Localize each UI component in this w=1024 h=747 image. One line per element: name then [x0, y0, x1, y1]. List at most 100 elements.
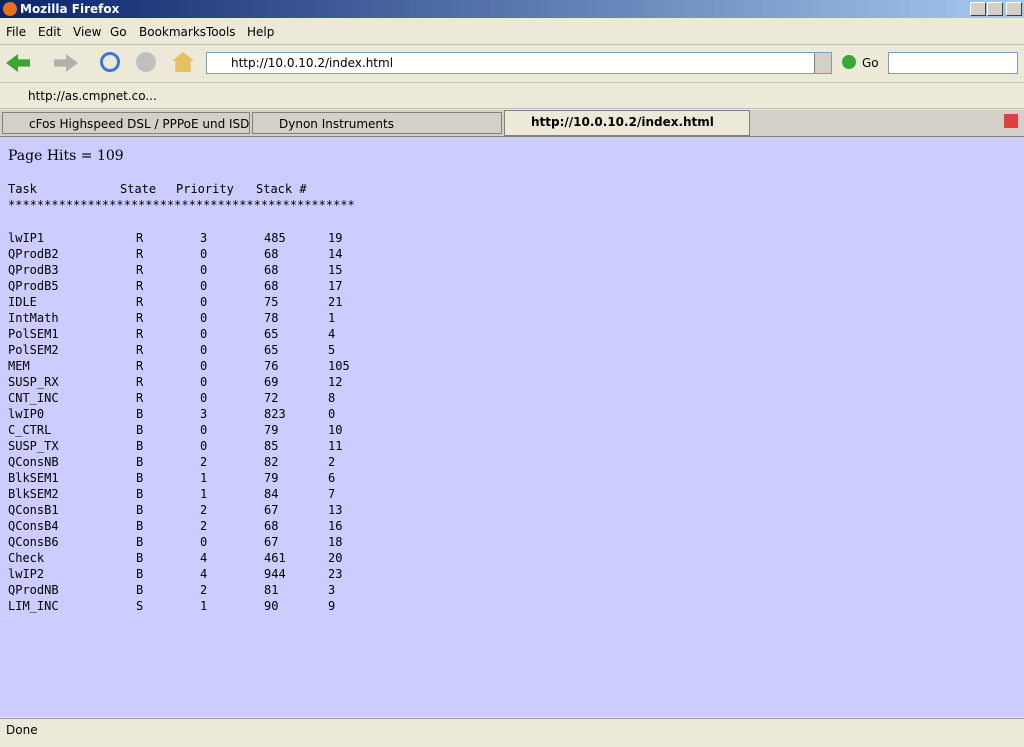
table-cell: R — [136, 231, 144, 245]
table-cell: 0 — [200, 423, 208, 437]
table-cell: 6 — [328, 471, 336, 485]
table-cell: B — [136, 551, 144, 565]
table-cell: 3 — [200, 231, 208, 245]
table-cell: 2 — [200, 503, 208, 517]
table-cell: 79 — [264, 471, 279, 485]
home-button[interactable] — [172, 52, 194, 72]
table-cell: 3 — [328, 583, 336, 597]
url-bar[interactable]: http://10.0.10.2/index.html — [206, 52, 832, 74]
table-cell: 68 — [264, 519, 279, 533]
go-icon[interactable] — [842, 55, 856, 69]
table-cell: LIM_INC — [8, 599, 59, 613]
menu-item[interactable]: View — [73, 25, 102, 39]
table-cell: R — [136, 359, 144, 373]
table-cell: PolSEM2 — [8, 343, 59, 357]
table-cell: 0 — [200, 247, 208, 261]
table-cell: QConsNB — [8, 455, 59, 469]
table-cell: QProdB2 — [8, 247, 59, 261]
menu-item[interactable]: Go — [110, 25, 127, 39]
table-cell: 0 — [200, 311, 208, 325]
table-cell: R — [136, 343, 144, 357]
table-cell: 82 — [264, 455, 279, 469]
column-header: Task — [8, 182, 37, 196]
table-cell: 4 — [200, 551, 208, 565]
close-tab-button[interactable] — [1004, 114, 1018, 128]
stop-button[interactable] — [136, 52, 156, 72]
search-box[interactable] — [888, 52, 1018, 74]
tab[interactable]: Dynon Instruments — [252, 112, 502, 134]
table-cell: 2 — [200, 455, 208, 469]
table-cell: B — [136, 535, 144, 549]
url-dropdown[interactable] — [814, 53, 831, 73]
go-button[interactable]: Go — [862, 56, 879, 70]
bookmarks-toolbar: http://as.cmpnet.co... — [0, 84, 1024, 109]
table-cell: 17 — [328, 279, 343, 293]
table-cell: 485 — [264, 231, 286, 245]
table-cell: BlkSEM2 — [8, 487, 59, 501]
minimize-button[interactable] — [970, 2, 986, 16]
menu-item[interactable]: Help — [247, 25, 275, 39]
table-cell: 0 — [200, 375, 208, 389]
table-cell: 3 — [200, 407, 208, 421]
table-cell: QConsB6 — [8, 535, 59, 549]
table-cell: lwIP1 — [8, 231, 45, 245]
table-cell: 0 — [200, 391, 208, 405]
table-cell: Check — [8, 551, 45, 565]
table-cell: 67 — [264, 535, 279, 549]
table-cell: 105 — [328, 359, 350, 373]
menu-item[interactable]: Edit — [38, 25, 62, 39]
table-cell: 2 — [200, 519, 208, 533]
table-cell: 0 — [200, 263, 208, 277]
table-cell: QProdNB — [8, 583, 59, 597]
menu-item[interactable]: Tools — [206, 25, 236, 39]
menu-item[interactable]: File — [6, 25, 27, 39]
table-cell: 10 — [328, 423, 343, 437]
table-cell: R — [136, 311, 144, 325]
table-cell: B — [136, 455, 144, 469]
url-text: http://10.0.10.2/index.html — [231, 56, 394, 70]
table-cell: 20 — [328, 551, 343, 565]
menu-item[interactable]: Bookmarks — [139, 25, 207, 39]
firefox-icon — [3, 2, 17, 16]
table-cell: 0 — [200, 295, 208, 309]
table-cell: 0 — [200, 327, 208, 341]
navigation-toolbar: http://10.0.10.2/index.html Go — [0, 46, 1024, 83]
table-cell: lwIP0 — [8, 407, 45, 421]
tab[interactable]: http://10.0.10.2/index.html — [504, 110, 750, 136]
page-content: Page Hits = 109 ************************… — [0, 137, 1024, 717]
table-cell: B — [136, 407, 144, 421]
table-cell: SUSP_TX — [8, 439, 59, 453]
table-cell: 12 — [328, 375, 343, 389]
table-cell: S — [136, 599, 144, 613]
table-cell: B — [136, 471, 144, 485]
table-cell: 84 — [264, 487, 279, 501]
table-cell: 9 — [328, 599, 336, 613]
table-cell: R — [136, 391, 144, 405]
reload-button[interactable] — [100, 52, 120, 72]
tab[interactable]: cFos Highspeed DSL / PPPoE und ISDN CAP.… — [2, 112, 250, 134]
table-cell: 78 — [264, 311, 279, 325]
maximize-button[interactable] — [987, 2, 1003, 16]
column-header: Priority — [176, 182, 234, 196]
bookmark[interactable]: http://as.cmpnet.co... — [28, 89, 157, 103]
table-cell: QProdB3 — [8, 263, 59, 277]
table-cell: 72 — [264, 391, 279, 405]
status-bar: Done — [0, 718, 1024, 743]
table-cell: B — [136, 487, 144, 501]
table-cell: R — [136, 295, 144, 309]
table-cell: SUSP_RX — [8, 375, 59, 389]
forward-button[interactable] — [54, 54, 78, 72]
table-cell: B — [136, 583, 144, 597]
back-button[interactable] — [6, 54, 30, 72]
close-button[interactable] — [1006, 2, 1022, 16]
table-cell: 19 — [328, 231, 343, 245]
table-cell: C_CTRL — [8, 423, 52, 437]
table-cell: 18 — [328, 535, 343, 549]
window-title: Mozilla Firefox — [20, 2, 120, 16]
table-cell: 0 — [328, 407, 336, 421]
table-cell: 21 — [328, 295, 343, 309]
table-cell: 1 — [200, 599, 208, 613]
table-cell: 1 — [328, 311, 336, 325]
table-cell: 0 — [200, 279, 208, 293]
